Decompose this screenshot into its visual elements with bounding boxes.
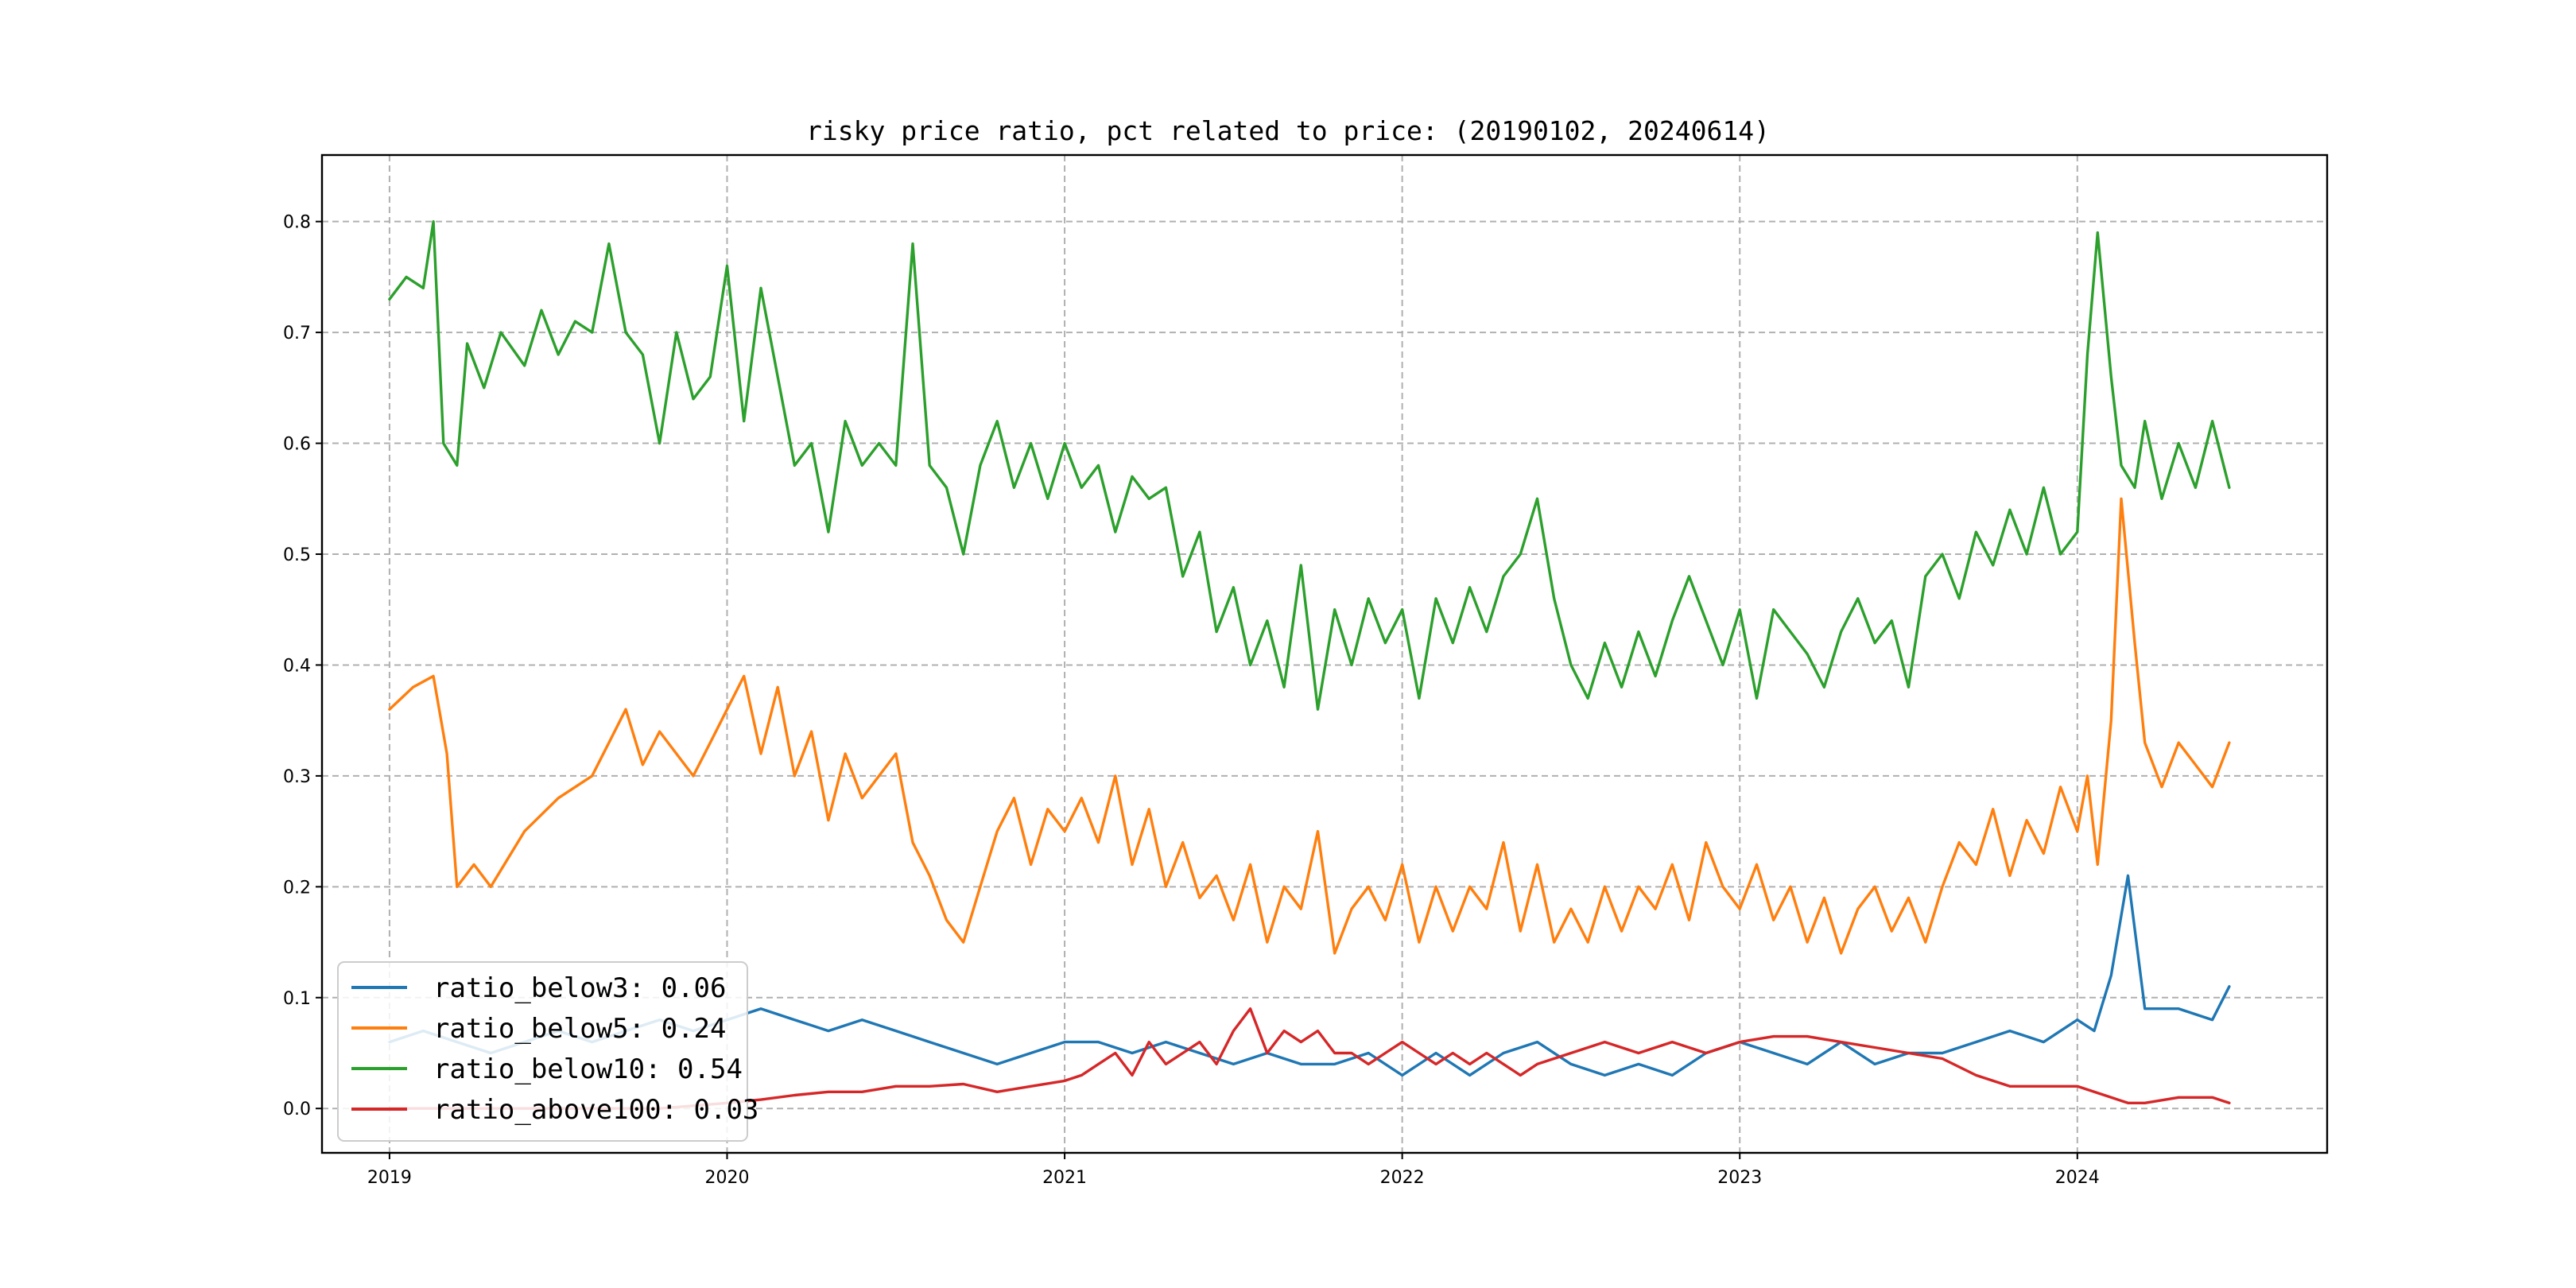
legend-label-ratio-below3: ratio_below3: 0.06 xyxy=(433,972,726,1004)
legend-label-ratio-above100: ratio_above100: 0.03 xyxy=(433,1094,758,1126)
legend-label-ratio-below5: ratio_below5: 0.24 xyxy=(433,1013,726,1045)
series-lines xyxy=(388,220,2231,1110)
legend-label-ratio-below10: ratio_below10: 0.54 xyxy=(433,1053,743,1085)
chart-title: risky price ratio, pct related to price:… xyxy=(806,115,1770,146)
y-tick-label: 0.3 xyxy=(283,767,311,787)
x-axis-ticks: 2019 2020 2021 2022 2023 2024 xyxy=(367,1153,2100,1188)
series-line-ratio-above100 xyxy=(388,1007,2231,1110)
x-tick-label: 2019 xyxy=(367,1168,412,1188)
y-tick-label: 0.6 xyxy=(283,435,311,455)
x-tick-label: 2022 xyxy=(1380,1168,1425,1188)
plot-area-frame xyxy=(320,153,2329,1154)
y-tick-label: 0.1 xyxy=(283,989,311,1009)
y-tick-label: 0.5 xyxy=(283,545,311,565)
x-tick-label: 2021 xyxy=(1042,1168,1087,1188)
y-tick-label: 0.2 xyxy=(283,878,311,898)
x-tick-label: 2020 xyxy=(704,1168,749,1188)
y-axis-ticks: 0.0 0.1 0.2 0.3 0.4 0.5 0.6 0.7 0.8 xyxy=(283,213,322,1119)
series-line-ratio-below10 xyxy=(388,220,2231,711)
x-tick-label: 2024 xyxy=(2055,1168,2100,1188)
legend: ratio_below3: 0.06 ratio_below5: 0.24 ra… xyxy=(337,961,758,1142)
x-tick-label: 2023 xyxy=(1717,1168,1762,1188)
series-line-ratio-below5 xyxy=(388,497,2231,955)
y-tick-label: 0.4 xyxy=(283,656,311,676)
legend-box xyxy=(337,961,748,1142)
y-tick-label: 0.0 xyxy=(283,1100,311,1119)
y-tick-label: 0.7 xyxy=(283,324,311,343)
y-tick-label: 0.8 xyxy=(283,213,311,233)
